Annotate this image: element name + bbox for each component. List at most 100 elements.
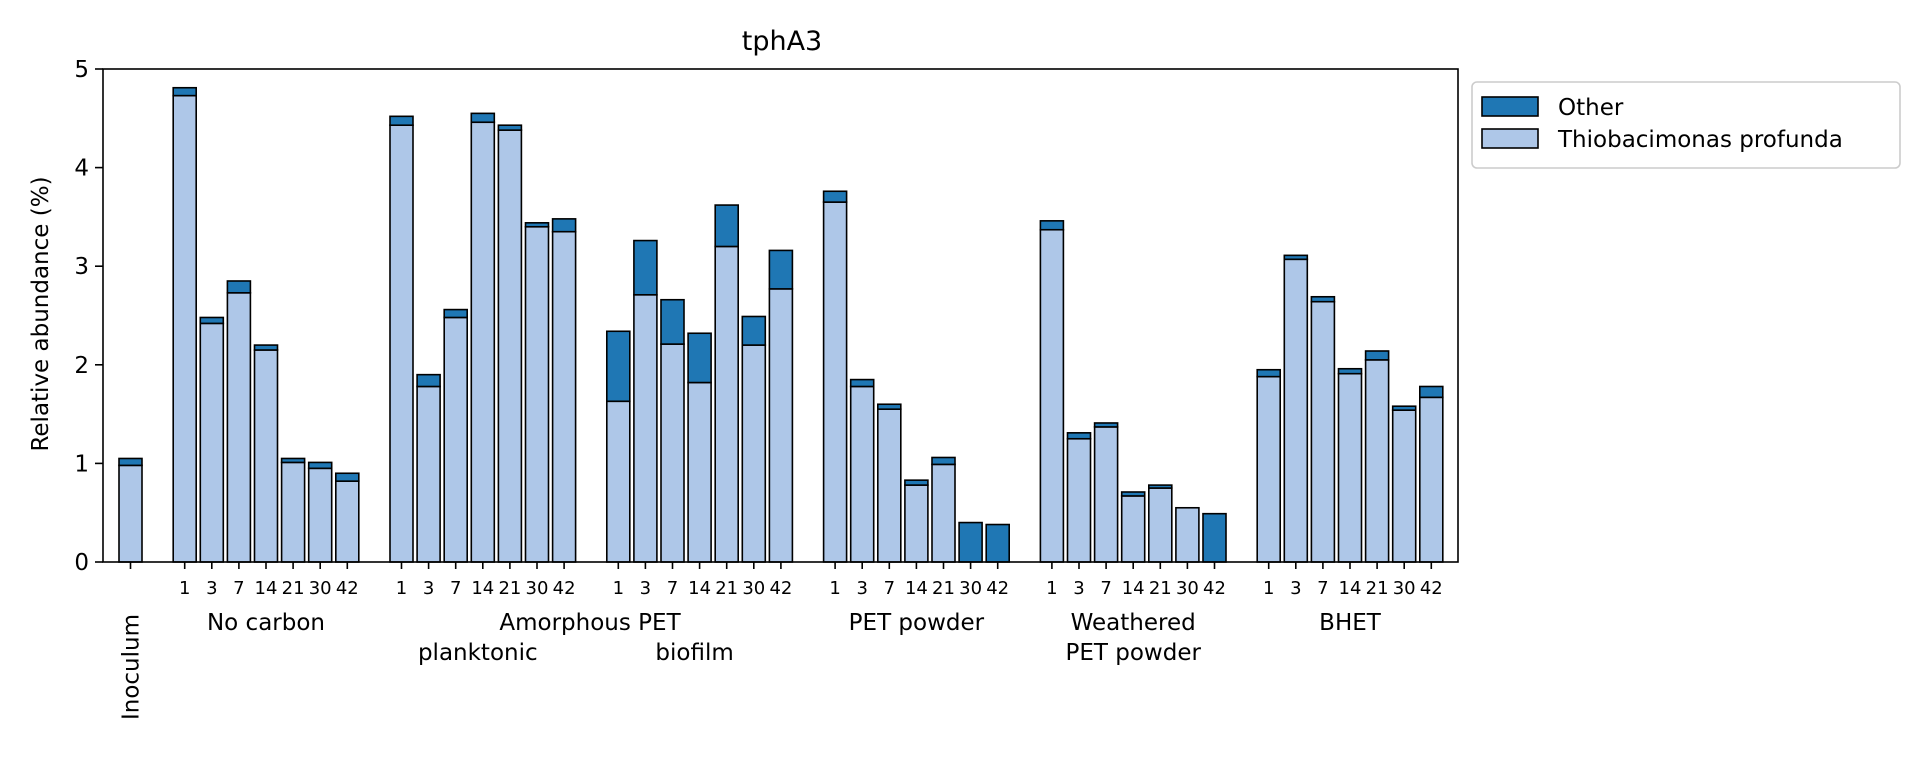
bar-thiobacimonas (172, 94, 197, 563)
bar-other (1066, 432, 1092, 440)
bar-thiobacimonas (633, 293, 658, 563)
bar-thiobacimonas (1364, 359, 1390, 563)
group-label-inoculum: Inoculum (119, 614, 145, 720)
bar-other (958, 521, 983, 563)
bar-thiobacimonas (199, 322, 225, 563)
bar-other (280, 457, 306, 464)
x-tick-label: 3 (1290, 578, 1301, 599)
bar-thiobacimonas (280, 461, 306, 563)
legend-swatch (1481, 128, 1539, 149)
bar-other (497, 124, 523, 131)
bar-other (253, 344, 279, 351)
bar-other (822, 190, 848, 203)
bar-thiobacimonas (1148, 487, 1173, 563)
x-tick-label: 42 (986, 578, 1009, 599)
x-tick-label: 14 (688, 578, 711, 599)
bar-other (1202, 512, 1227, 563)
group-label: PET powder (849, 610, 985, 636)
bar-other (334, 472, 360, 482)
bar-thiobacimonas (389, 124, 414, 563)
x-tick-label: 3 (206, 578, 217, 599)
group-label: Weathered (1071, 610, 1196, 636)
bar-other (1256, 368, 1281, 378)
x-tick-label: 14 (1339, 578, 1362, 599)
y-tick-label: 0 (74, 550, 89, 576)
bar-thiobacimonas (1310, 300, 1336, 563)
legend-label: Thiobacimonas profunda (1557, 127, 1843, 153)
x-tick-label: 3 (640, 578, 651, 599)
x-tick-label: 7 (1100, 578, 1111, 599)
bar-thiobacimonas (1175, 506, 1200, 563)
x-tick-label: 1 (179, 578, 190, 599)
x-tick-label: 1 (396, 578, 407, 599)
bar-other (443, 308, 469, 319)
bar-thiobacimonas (524, 225, 550, 563)
group-sublabel: planktonic (418, 640, 538, 666)
bar-other (389, 115, 414, 127)
x-tick-label: 30 (959, 578, 982, 599)
x-tick-label: 42 (1203, 578, 1226, 599)
bar-other (768, 249, 794, 290)
bar-thiobacimonas (849, 385, 875, 563)
x-tick-label: 7 (233, 578, 244, 599)
bar-other (714, 204, 740, 248)
bar-other (687, 332, 712, 384)
bar-other (1283, 254, 1309, 261)
bar-other (849, 378, 875, 388)
bar-other (741, 315, 767, 346)
x-tick-label: 42 (553, 578, 576, 599)
x-tick-label: 30 (1393, 578, 1416, 599)
bar-thiobacimonas (1283, 258, 1309, 563)
bar-other (1039, 220, 1065, 231)
bar-thiobacimonas (1256, 375, 1281, 563)
bar-thiobacimonas (1391, 409, 1417, 563)
bar-other (633, 239, 658, 296)
x-tick-label: 3 (423, 578, 434, 599)
bar-thiobacimonas (1419, 396, 1444, 563)
bar-other (551, 218, 577, 233)
y-tick-label: 1 (74, 451, 89, 477)
x-tick-label: 14 (1122, 578, 1145, 599)
bar-other (605, 330, 631, 403)
bar-other (1364, 350, 1390, 361)
x-tick-label: 30 (309, 578, 332, 599)
bar-thiobacimonas (768, 288, 794, 563)
y-tick-label: 3 (74, 254, 89, 280)
x-tick-label: 30 (1176, 578, 1199, 599)
legend-label: Other (1558, 95, 1624, 121)
bar-other (524, 222, 550, 228)
y-tick-label: 5 (74, 57, 89, 83)
bar-thiobacimonas (876, 408, 902, 563)
bar-other (1337, 367, 1363, 375)
y-axis-label: Relative abundance (%) (28, 176, 54, 451)
y-tick-label: 2 (74, 353, 89, 379)
bar-thiobacimonas (714, 245, 740, 563)
bar-thiobacimonas (1337, 372, 1363, 563)
chart-title: tphA3 (742, 26, 823, 57)
x-tick-label: 21 (282, 578, 305, 599)
bar-other (1093, 422, 1119, 428)
bar-thiobacimonas (416, 385, 441, 563)
group-sublabel: biofilm (655, 640, 733, 666)
x-tick-label: 1 (613, 578, 624, 599)
x-tick-label: 7 (450, 578, 461, 599)
x-tick-label: 7 (884, 578, 895, 599)
x-tick-label: 42 (769, 578, 792, 599)
bar-thiobacimonas (334, 480, 360, 563)
x-tick-label: 42 (1420, 578, 1443, 599)
bar-thiobacimonas (605, 400, 631, 563)
bar-thiobacimonas (1039, 228, 1065, 563)
bar-other (416, 373, 441, 388)
x-tick-label: 21 (1149, 578, 1172, 599)
bar-other (199, 316, 225, 325)
x-tick-label: 3 (1073, 578, 1084, 599)
bar-thiobacimonas (931, 463, 956, 563)
bar-thiobacimonas (551, 230, 577, 563)
bar-other (307, 461, 333, 470)
y-tick-label: 4 (74, 156, 89, 182)
bar-thiobacimonas (253, 349, 279, 563)
bar-thiobacimonas (470, 121, 496, 563)
bar-thiobacimonas (443, 316, 469, 563)
